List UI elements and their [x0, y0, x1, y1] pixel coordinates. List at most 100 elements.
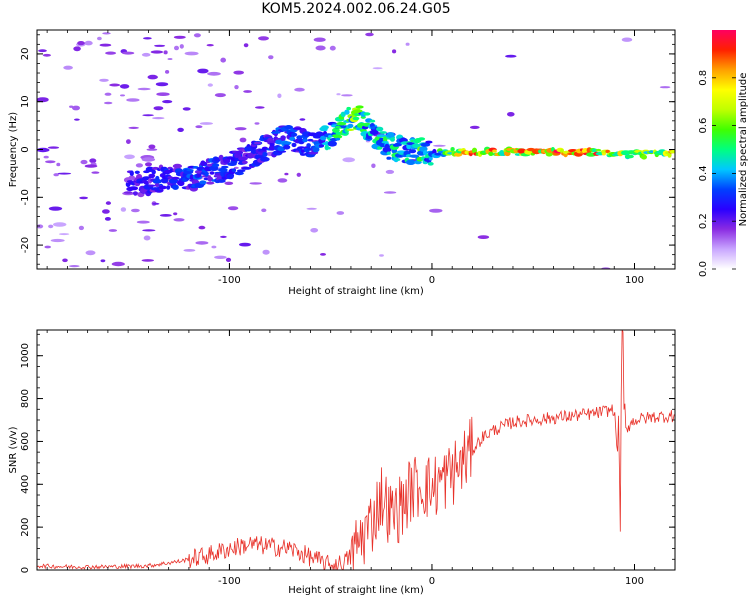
heatmap-ridge-cell [235, 150, 244, 155]
heatmap-noise-cell [105, 51, 117, 55]
heatmap-noise-cell [104, 217, 111, 221]
heatmap-noise-cell [155, 82, 169, 87]
heatmap-noise-cell [341, 94, 353, 97]
heatmap-ridge-cell [284, 125, 293, 130]
heatmap-ridge-cell [641, 154, 647, 160]
heatmap-ridge-cell [355, 105, 364, 109]
heatmap-noise-cell [43, 155, 49, 159]
heatmap-noise-cell [128, 126, 139, 129]
heatmap-noise-cell [429, 208, 443, 213]
heatmap-ridge-cell [327, 140, 337, 147]
heatmap-noise-cell [214, 255, 227, 259]
heatmap-noise-cell [198, 225, 206, 230]
heatmap-ridge-cell [488, 151, 494, 156]
heatmap-ridge-cell [204, 172, 209, 177]
heatmap-ridge-cell [669, 150, 675, 154]
heatmap-noise-cell [141, 259, 154, 262]
heatmap-ridge-cell [166, 185, 171, 190]
heatmap-noise-cell [104, 92, 112, 96]
colorbar [712, 30, 736, 269]
heatmap-ridge-cell [332, 127, 340, 133]
heatmap-noise-cell [173, 218, 185, 222]
heatmap-noise-cell [195, 125, 203, 129]
heatmap-noise-cell [84, 40, 93, 46]
y-tick-label: 20 [20, 48, 31, 61]
heatmap-noise-cell [220, 57, 226, 63]
heatmap-noise-cell [243, 43, 249, 48]
heatmap-ridge-cell [270, 131, 281, 134]
heatmap-ridge-cell [281, 141, 292, 145]
x-tick-label: 0 [429, 576, 435, 587]
heatmap-noise-cell [156, 92, 170, 96]
heatmap-ridge-cell [238, 156, 248, 161]
x-axis-label: Height of straight line (km) [288, 585, 424, 596]
heatmap-ridge-cell [353, 109, 363, 113]
heatmap-ridge-cell [376, 126, 384, 132]
heatmap-ridge-cell [302, 138, 308, 143]
heatmap-ridge-cell [382, 146, 392, 153]
heatmap-ridge-cell [393, 142, 402, 147]
heatmap-noise-cell [42, 53, 52, 57]
heatmap-ridge-cell [352, 116, 360, 121]
heatmap-noise-cell [104, 101, 113, 105]
heatmap-noise-cell [91, 171, 100, 174]
x-tick-label: 0 [429, 275, 435, 286]
heatmap-ridge-cell [134, 170, 140, 174]
heatmap-ridge-cell [492, 149, 497, 153]
heatmap-noise-cell [37, 97, 49, 103]
colorbar-tick-label: 0.0 [698, 261, 709, 277]
heatmap-ridge-cell [283, 144, 291, 150]
heatmap-ridge-cell [296, 135, 303, 140]
heatmap-noise-cell [84, 164, 98, 168]
heatmap-ridge-cell [289, 136, 296, 141]
heatmap-ridge-cell [154, 183, 160, 188]
heatmap-ridge-cell [262, 151, 268, 157]
heatmap-ridge-cell [133, 191, 138, 196]
heatmap-ridge-cell [517, 148, 527, 154]
heatmap-ridge-cell [226, 173, 234, 180]
x-tick-label: -100 [218, 576, 241, 587]
heatmap-noise-cell [254, 122, 260, 125]
heatmap-noise-cell [85, 250, 96, 256]
heatmap-noise-cell [120, 207, 127, 212]
heatmap-noise-cell [315, 45, 326, 51]
y-tick-label: 10 [20, 95, 31, 108]
heatmap-noise-cell [141, 52, 151, 57]
heatmap-ridge-cell [591, 148, 598, 153]
heatmap-noise-cell [109, 83, 121, 87]
heatmap-noise-cell [152, 202, 160, 205]
heatmap-noise-cell [142, 114, 154, 117]
heatmap-noise-cell [150, 50, 164, 54]
heatmap-noise-cell [320, 253, 326, 256]
heatmap-noise-cell [239, 242, 251, 247]
heatmap-noise-cell [48, 206, 63, 211]
heatmap-ridge-cell [624, 154, 634, 159]
heatmap-ridge-cell [171, 176, 180, 180]
heatmap-ridge-cell [129, 170, 134, 177]
heatmap-noise-cell [225, 257, 232, 262]
heatmap-noise-cell [108, 229, 118, 232]
heatmap-noise-cell [141, 157, 156, 162]
heatmap-ridge-cell [129, 186, 139, 191]
heatmap-ridge-cell [216, 179, 226, 183]
heatmap-ridge-cell [186, 169, 194, 172]
heatmap-noise-cell [313, 37, 326, 42]
heatmap-noise-cell [505, 54, 517, 58]
heatmap-noise-cell [659, 86, 671, 89]
heatmap-noise-cell [122, 51, 135, 55]
y-axis-label: SNR (v/v) [8, 426, 19, 473]
heatmap-ridge-cell [386, 156, 392, 160]
heatmap-noise-cell [146, 148, 158, 151]
heatmap-ridge-cell [128, 175, 135, 179]
heatmap-ridge-cell [209, 171, 215, 175]
heatmap-noise-cell [405, 42, 410, 46]
heatmap-ridge-cell [344, 109, 350, 115]
heatmap-noise-cell [173, 35, 186, 39]
heatmap-ridge-cell [123, 191, 133, 194]
heatmap-noise-cell [336, 211, 345, 215]
heatmap-noise-cell [63, 65, 73, 70]
y-tick-label: 0 [20, 567, 31, 573]
heatmap-ridge-cell [241, 160, 248, 164]
heatmap-ridge-cell [333, 134, 343, 139]
